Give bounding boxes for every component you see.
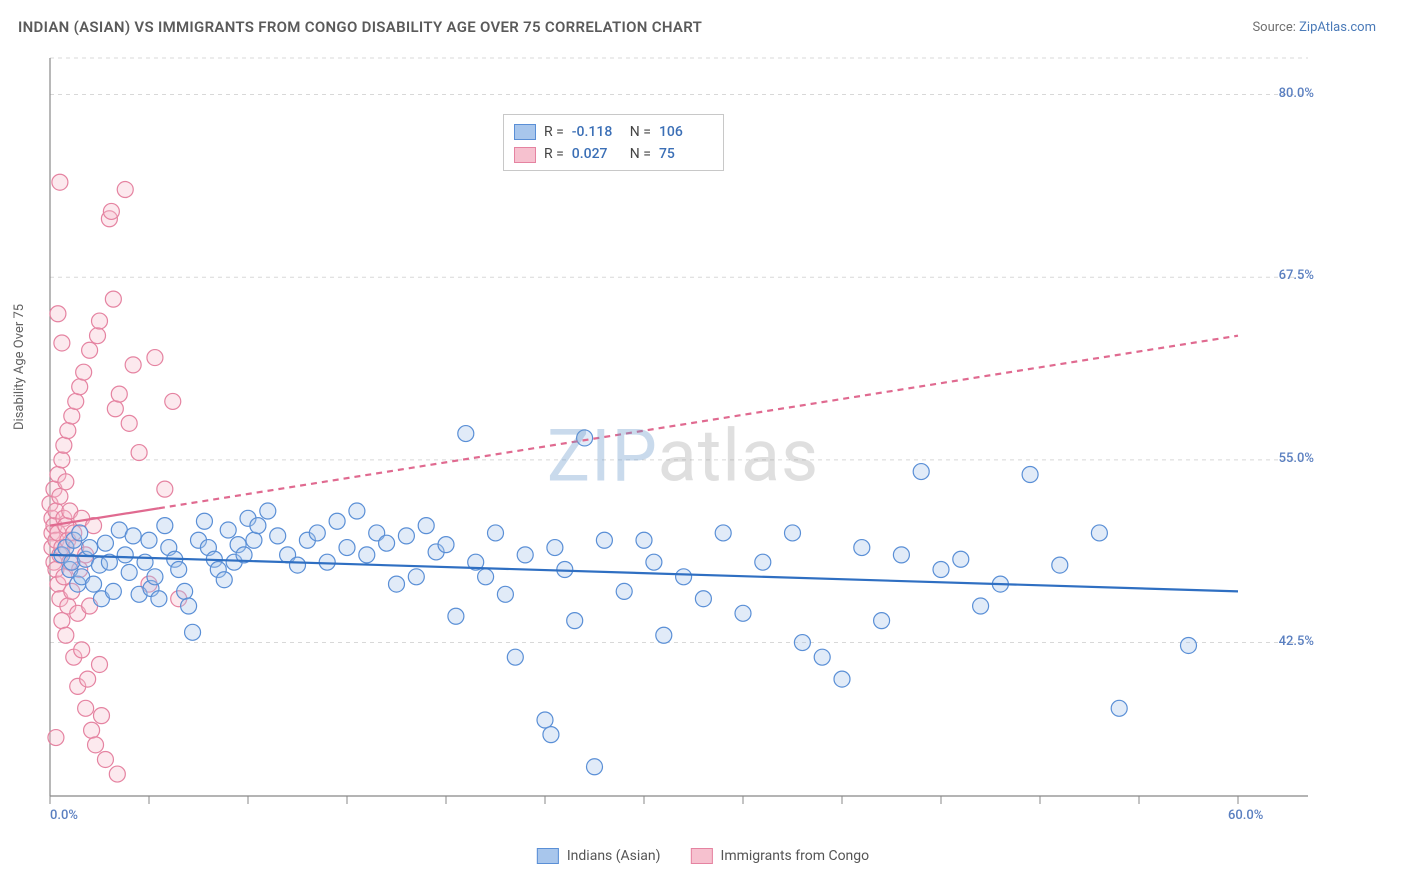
stat-n-value-0: 106 (659, 121, 709, 143)
y-tick-label: 67.5% (1279, 268, 1314, 283)
y-tick-label: 42.5% (1279, 634, 1314, 649)
legend-item-1: Immigrants from Congo (691, 848, 870, 864)
stats-legend-box: R = -0.118 N = 106 R = 0.027 N = 75 (503, 114, 724, 171)
stat-n-value-1: 75 (659, 143, 709, 165)
legend-label-0: Indians (Asian) (567, 848, 661, 864)
stat-n-label-1: N = (630, 143, 651, 165)
stats-row-0: R = -0.118 N = 106 (514, 121, 709, 143)
swatch-series-1 (514, 147, 536, 163)
stat-r-value-1: 0.027 (572, 143, 622, 165)
legend-swatch-1 (691, 848, 713, 864)
swatch-series-0 (514, 124, 536, 140)
source-link[interactable]: ZipAtlas.com (1299, 20, 1376, 35)
stats-row-1: R = 0.027 N = 75 (514, 143, 709, 165)
legend-label-1: Immigrants from Congo (721, 848, 870, 864)
y-axis-label: Disability Age Over 75 (12, 304, 27, 430)
legend-item-0: Indians (Asian) (537, 848, 661, 864)
stat-r-value-0: -0.118 (572, 121, 622, 143)
chart-container: INDIAN (ASIAN) VS IMMIGRANTS FROM CONGO … (0, 0, 1406, 892)
chart-title: INDIAN (ASIAN) VS IMMIGRANTS FROM CONGO … (18, 18, 702, 36)
source-attribution: Source: ZipAtlas.com (1252, 20, 1376, 35)
legend-swatch-0 (537, 848, 559, 864)
stat-r-label-1: R = (544, 143, 564, 165)
title-bar: INDIAN (ASIAN) VS IMMIGRANTS FROM CONGO … (0, 0, 1406, 44)
x-tick-label: 0.0% (50, 808, 78, 823)
plot-area: ZIPatlas R = -0.118 N = 106 R = 0.027 N … (48, 56, 1318, 816)
x-tick-label: 60.0% (1228, 808, 1263, 823)
stat-r-label-0: R = (544, 121, 564, 143)
y-tick-label: 80.0% (1279, 86, 1314, 101)
bottom-legend: Indians (Asian) Immigrants from Congo (537, 848, 869, 864)
y-tick-label: 55.0% (1279, 451, 1314, 466)
source-label: Source: (1252, 20, 1295, 35)
stat-n-label-0: N = (630, 121, 651, 143)
